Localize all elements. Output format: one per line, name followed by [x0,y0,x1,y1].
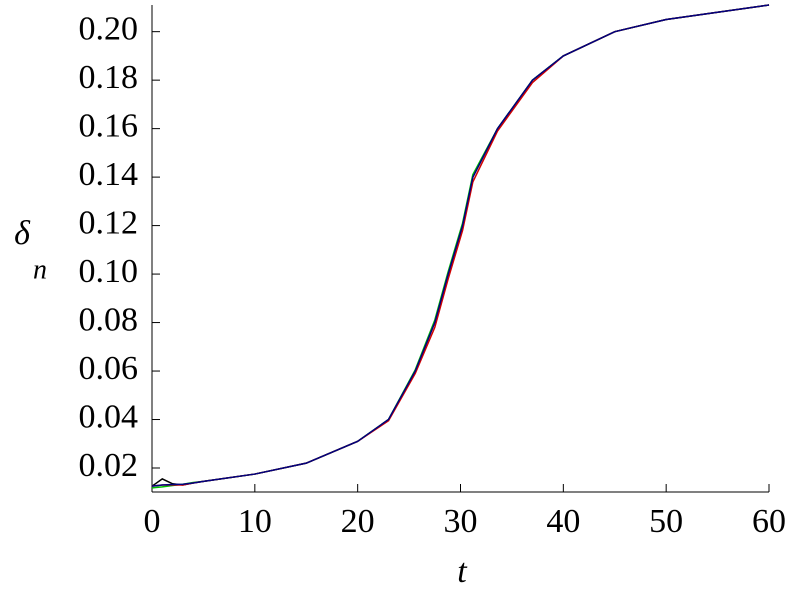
x-tick-label: 20 [341,503,375,540]
x-tick-label: 30 [444,503,478,540]
x-tick-label: 40 [546,503,580,540]
x-tick-label: 60 [752,503,786,540]
x-axis-label: t [457,553,468,590]
y-axis-label: δ [14,215,31,252]
y-tick-label: 0.20 [79,10,139,47]
y-tick-label: 0.18 [79,59,139,96]
line-series [151,4,770,489]
x-tick-label: 50 [649,503,683,540]
y-tick-label: 0.04 [79,398,139,435]
x-tick-label: 0 [144,503,161,540]
x-tick-label: 10 [238,503,272,540]
line-series [151,4,770,487]
y-tick-label: 0.08 [79,301,139,338]
y-tick-label: 0.14 [79,156,139,193]
line-series [151,4,770,487]
y-tick-label: 0.16 [79,107,139,144]
line-series [151,4,770,487]
y-tick-label: 0.02 [79,447,139,484]
y-tick-label: 0.12 [79,204,139,241]
y-tick-label: 0.10 [79,253,139,290]
y-tick-label: 0.06 [79,350,139,387]
y-axis-label-subscript: n [33,254,47,285]
